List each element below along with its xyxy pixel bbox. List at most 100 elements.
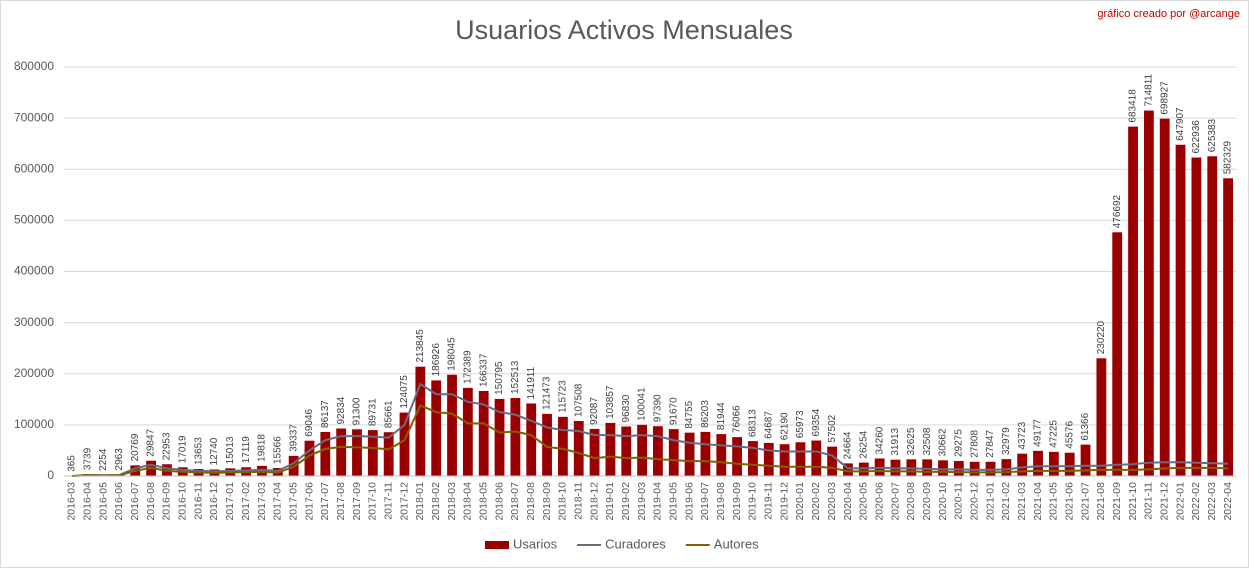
bar	[400, 413, 410, 476]
data-label: 17119	[241, 436, 252, 464]
bar	[526, 403, 536, 476]
x-tick-label: 2016-12	[208, 482, 220, 521]
x-tick-label: 2020-09	[921, 482, 933, 521]
data-label: 121473	[542, 376, 553, 410]
x-tick-label: 2018-02	[430, 482, 442, 521]
data-label: 29275	[953, 429, 964, 457]
data-label: 150795	[494, 361, 505, 395]
x-tick-label: 2017-05	[287, 482, 299, 521]
x-tick-label: 2019-09	[731, 482, 743, 521]
x-tick-label: 2018-11	[573, 482, 585, 520]
legend-swatch	[485, 541, 509, 549]
data-label: 62190	[779, 412, 790, 440]
data-label: 103857	[605, 385, 616, 419]
bar	[605, 423, 615, 476]
y-tick-label: 500000	[14, 213, 54, 227]
bar	[796, 442, 806, 476]
data-label: 15566	[272, 436, 283, 464]
bar	[716, 434, 726, 476]
x-tick-label: 2018-10	[557, 482, 569, 521]
data-label: 19818	[257, 434, 268, 462]
data-label: 64687	[763, 411, 774, 439]
bar	[685, 433, 695, 476]
bar	[621, 426, 631, 476]
y-tick-label: 800000	[14, 59, 54, 73]
y-tick-label: 0	[47, 468, 54, 482]
bar	[1033, 451, 1043, 476]
bar	[669, 429, 679, 476]
bar	[922, 459, 932, 476]
x-tick-label: 2020-01	[794, 482, 806, 521]
data-label: 29847	[146, 428, 157, 456]
data-label: 166337	[478, 353, 489, 387]
bar	[558, 417, 568, 476]
data-label: 32508	[922, 427, 933, 455]
data-label: 61366	[1080, 412, 1091, 440]
data-label: 115723	[558, 380, 569, 413]
legend-label: Curadores	[605, 536, 666, 551]
x-tick-label: 2019-06	[683, 482, 695, 521]
bar	[748, 441, 758, 476]
x-tick-label: 2021-10	[1127, 482, 1139, 521]
bar	[1160, 119, 1170, 476]
data-label: 172389	[463, 350, 474, 384]
y-tick-label: 700000	[14, 110, 54, 124]
x-tick-label: 2018-08	[525, 482, 537, 521]
data-label: 3739	[82, 447, 93, 470]
y-tick-label: 200000	[14, 366, 54, 380]
x-tick-label: 2019-03	[636, 482, 648, 521]
bar	[811, 441, 821, 476]
y-tick-label: 300000	[14, 315, 54, 329]
data-label: 76066	[732, 405, 743, 433]
x-tick-label: 2019-10	[747, 482, 759, 521]
x-tick-label: 2017-11	[382, 482, 394, 520]
data-label: 625383	[1207, 118, 1218, 152]
data-label: 582329	[1223, 140, 1234, 174]
data-label: 43723	[1017, 421, 1028, 449]
x-tick-label: 2019-02	[620, 482, 632, 521]
chart-title: Usuarios Activos Mensuales	[455, 15, 793, 45]
legend-label: Autores	[714, 536, 759, 551]
bar	[732, 437, 742, 476]
bar	[384, 432, 394, 476]
legend-label: Usarios	[513, 536, 558, 551]
x-tick-label: 2019-01	[604, 482, 616, 521]
data-label: 476692	[1112, 194, 1123, 228]
x-tick-label: 2021-12	[1159, 482, 1171, 521]
x-tick-label: 2017-12	[398, 482, 410, 521]
bar	[653, 426, 663, 476]
bar	[637, 425, 647, 476]
x-tick-label: 2021-06	[1063, 482, 1075, 521]
data-label: 68313	[748, 409, 759, 437]
credit: gráfico creado por @arcange	[1097, 8, 1240, 20]
x-tick-label: 2021-11	[1143, 482, 1155, 520]
x-tick-label: 2021-09	[1111, 482, 1123, 521]
data-label: 86137	[320, 400, 331, 428]
data-label: 57502	[827, 414, 838, 442]
data-label: 47225	[1049, 420, 1060, 448]
x-tick-label: 2020-07	[889, 482, 901, 521]
data-label: 26254	[858, 430, 869, 458]
y-tick-label: 600000	[14, 161, 54, 175]
data-label: 92087	[589, 397, 600, 425]
x-tick-label: 2022-04	[1222, 482, 1234, 521]
data-label: 186926	[431, 343, 442, 377]
data-label: 97390	[653, 394, 664, 422]
bar	[447, 375, 457, 476]
bar	[1096, 358, 1106, 476]
x-tick-label: 2016-08	[145, 482, 157, 521]
x-tick-label: 2017-07	[319, 482, 331, 521]
x-tick-label: 2021-02	[1000, 482, 1012, 521]
x-tick-label: 2018-09	[541, 482, 553, 521]
x-tick-label: 2019-07	[699, 482, 711, 521]
bar	[510, 398, 520, 476]
x-tick-label: 2016-07	[129, 482, 141, 521]
data-label: 100041	[637, 387, 648, 421]
data-label: 31913	[890, 427, 901, 455]
x-tick-label: 2020-05	[858, 482, 870, 521]
data-label: 24664	[843, 431, 854, 459]
bar	[1017, 454, 1027, 476]
bar	[1144, 111, 1154, 476]
data-label: 13653	[193, 437, 204, 465]
x-tick-label: 2017-08	[335, 482, 347, 521]
